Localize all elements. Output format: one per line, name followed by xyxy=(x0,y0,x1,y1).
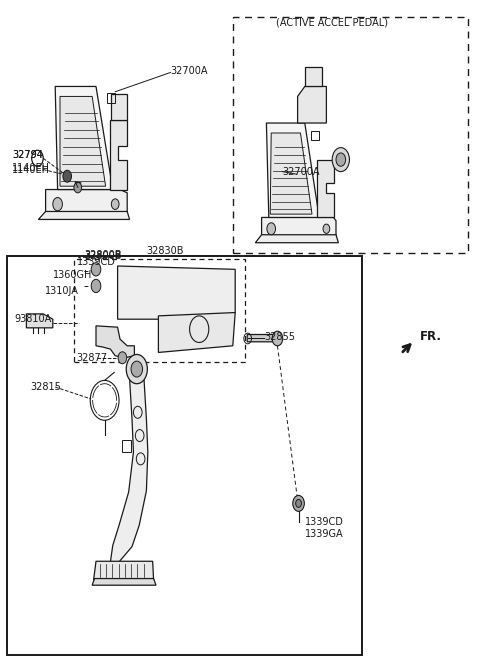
Polygon shape xyxy=(60,96,106,186)
Text: 32700A: 32700A xyxy=(282,166,320,177)
Bar xyxy=(233,17,468,253)
Bar xyxy=(107,93,115,103)
Polygon shape xyxy=(92,579,156,585)
Polygon shape xyxy=(255,235,338,243)
Bar xyxy=(305,66,322,86)
Text: 1339CD: 1339CD xyxy=(77,257,116,267)
Text: 32830B: 32830B xyxy=(146,246,184,257)
Polygon shape xyxy=(266,123,319,217)
Circle shape xyxy=(74,182,82,193)
Polygon shape xyxy=(247,334,278,342)
Polygon shape xyxy=(270,133,312,214)
Polygon shape xyxy=(298,86,326,123)
Text: 1360GH: 1360GH xyxy=(53,269,92,280)
Circle shape xyxy=(267,223,276,235)
Circle shape xyxy=(111,199,119,209)
Circle shape xyxy=(323,224,330,233)
Circle shape xyxy=(293,495,304,511)
Polygon shape xyxy=(94,561,154,580)
Polygon shape xyxy=(55,86,113,190)
Text: 32815: 32815 xyxy=(30,382,61,392)
Circle shape xyxy=(131,361,143,377)
Polygon shape xyxy=(46,190,127,213)
Text: 93810A: 93810A xyxy=(14,314,52,325)
Text: 1310JA: 1310JA xyxy=(45,285,79,296)
Bar xyxy=(7,256,362,655)
Circle shape xyxy=(296,499,301,507)
Polygon shape xyxy=(96,326,134,358)
Circle shape xyxy=(272,331,283,346)
Text: (ACTIVE ACCEL PEDAL): (ACTIVE ACCEL PEDAL) xyxy=(276,17,388,28)
Polygon shape xyxy=(262,217,336,236)
Circle shape xyxy=(126,354,147,384)
Text: FR.: FR. xyxy=(420,330,442,343)
Text: 32800B: 32800B xyxy=(84,249,122,260)
Circle shape xyxy=(91,279,101,293)
Text: 1140EH: 1140EH xyxy=(12,164,50,175)
Circle shape xyxy=(336,153,346,166)
Circle shape xyxy=(332,148,349,172)
Bar xyxy=(74,259,245,362)
Text: 32855: 32855 xyxy=(264,332,295,342)
Text: 32794: 32794 xyxy=(12,150,43,160)
Text: 32794: 32794 xyxy=(12,150,43,160)
Polygon shape xyxy=(158,313,235,352)
Polygon shape xyxy=(110,120,127,190)
Circle shape xyxy=(118,352,127,364)
Text: 1339GA: 1339GA xyxy=(305,529,343,539)
Text: 32800B: 32800B xyxy=(84,251,122,261)
Polygon shape xyxy=(317,160,334,217)
Circle shape xyxy=(53,198,62,211)
Text: 1140EH: 1140EH xyxy=(12,163,50,174)
Bar xyxy=(122,440,131,452)
Polygon shape xyxy=(110,369,148,562)
Polygon shape xyxy=(118,266,235,319)
Circle shape xyxy=(91,263,101,276)
Text: 1339CD: 1339CD xyxy=(305,517,344,527)
Polygon shape xyxy=(38,211,130,219)
Circle shape xyxy=(63,170,72,182)
Bar xyxy=(111,94,127,120)
Text: 32700A: 32700A xyxy=(170,66,208,76)
Bar xyxy=(311,131,319,140)
Text: 32877: 32877 xyxy=(76,352,107,363)
Polygon shape xyxy=(26,314,53,328)
